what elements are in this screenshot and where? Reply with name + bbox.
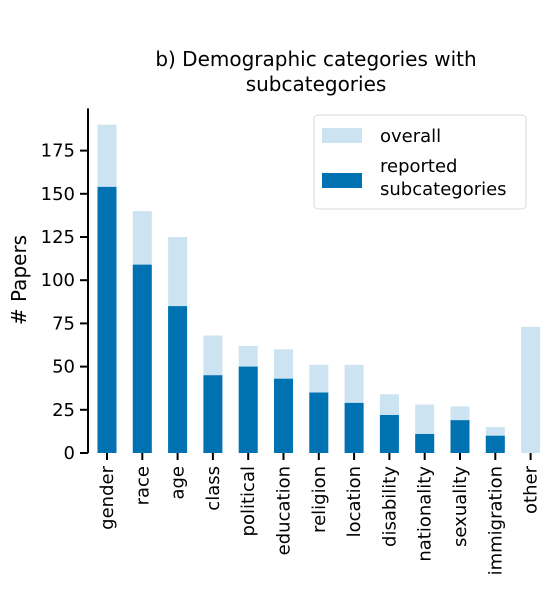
- bar-reported-immigration: [485, 435, 505, 453]
- bar-reported-nationality: [415, 433, 435, 453]
- y-tick-label-50: 50: [52, 357, 75, 378]
- x-tick-label-gender: gender: [97, 465, 118, 529]
- x-tick-label-nationality: nationality: [415, 466, 436, 562]
- bars-group: [97, 124, 541, 454]
- x-tick-label-education: education: [274, 466, 295, 555]
- y-tick-label-25: 25: [52, 400, 75, 421]
- y-tick-label-100: 100: [41, 270, 75, 291]
- legend-label-reported-line-1: reported: [380, 156, 457, 177]
- bar-reported-education: [274, 378, 293, 453]
- y-tick-label-150: 150: [41, 184, 75, 205]
- legend-label-reported-line-2: subcategories: [380, 179, 507, 200]
- x-tick-label-political: political: [238, 466, 259, 536]
- x-tick-label-religion: religion: [309, 466, 330, 533]
- legend-swatch-overall: [322, 128, 362, 143]
- x-axis: gender race age class political education reli…: [97, 453, 542, 575]
- legend-swatch-reported: [322, 173, 362, 188]
- bar-reported-religion: [309, 392, 329, 453]
- x-tick-label-class: class: [203, 466, 224, 511]
- bar-overall-other: [521, 326, 541, 453]
- y-tick-label-0: 0: [64, 443, 75, 464]
- x-tick-label-immigration: immigration: [485, 466, 506, 575]
- y-tick-label-75: 75: [52, 313, 75, 334]
- legend-label-overall: overall: [380, 126, 441, 147]
- bar-reported-gender: [97, 186, 117, 453]
- x-tick-label-sexuality: sexuality: [450, 466, 471, 547]
- legend-box: [313, 114, 527, 210]
- x-tick-label-age: age: [168, 466, 189, 500]
- x-tick-label-disability: disability: [379, 466, 400, 547]
- y-axis: 0 25 50 75 100 125 150 175: [41, 108, 89, 464]
- y-axis-label: # Papers: [7, 235, 31, 325]
- bar-reported-political: [238, 366, 258, 453]
- chart-title-line-2: subcategories: [246, 72, 387, 96]
- y-tick-label-125: 125: [41, 227, 75, 248]
- bar-reported-location: [344, 402, 364, 453]
- bar-reported-race: [132, 264, 152, 453]
- bar-reported-class: [203, 375, 223, 453]
- x-tick-label-race: race: [132, 466, 153, 505]
- chart-title-line-1: b) Demographic categories with: [155, 47, 476, 71]
- y-tick-label-175: 175: [41, 141, 75, 162]
- x-tick-label-location: location: [344, 466, 365, 537]
- x-tick-label-other: other: [521, 465, 542, 514]
- bar-reported-disability: [379, 414, 399, 453]
- bar-reported-sexuality: [450, 420, 470, 453]
- bar-reported-age: [168, 306, 188, 453]
